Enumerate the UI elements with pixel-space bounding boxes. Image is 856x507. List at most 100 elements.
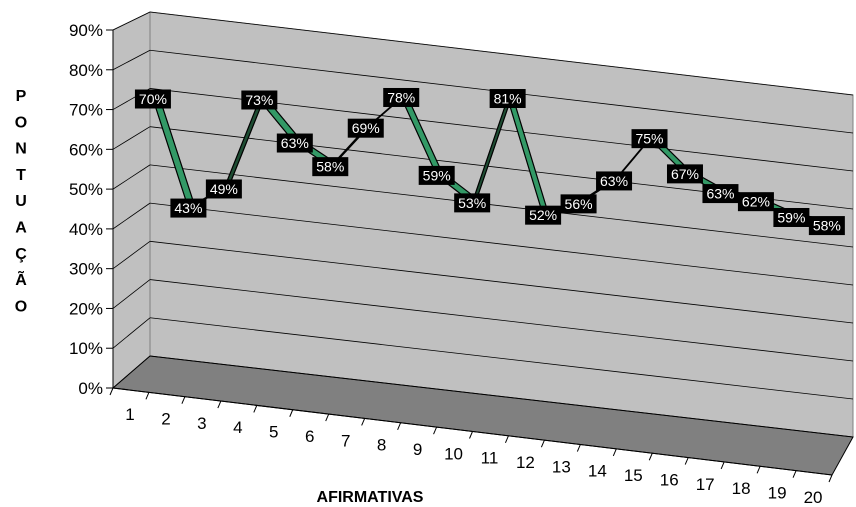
x-tick-label: 12 xyxy=(516,453,535,472)
x-tick-mark xyxy=(289,409,294,417)
gridline-back xyxy=(149,317,854,400)
x-tick-label: 2 xyxy=(161,410,170,429)
data-label-text: 62% xyxy=(742,194,770,210)
gridline-side xyxy=(112,11,151,31)
x-axis-title: AFIRMATIVAS xyxy=(317,489,424,506)
data-label-box xyxy=(596,171,633,191)
gridline-side xyxy=(112,279,151,309)
data-label-box xyxy=(702,184,739,204)
x-tick-label: 18 xyxy=(732,479,751,498)
x-tick-mark xyxy=(433,426,438,435)
y-tick-label: 10% xyxy=(69,339,103,358)
data-label: 78% xyxy=(383,87,420,107)
x-tick-mark xyxy=(684,457,689,465)
data-label-box xyxy=(134,89,171,109)
gridline-back xyxy=(149,164,854,248)
y-axis-title-letter: Ã xyxy=(15,269,27,289)
chart-walls xyxy=(111,11,854,476)
gridline-side xyxy=(112,164,151,190)
x-tick-mark xyxy=(720,461,725,470)
x-tick-label: 9 xyxy=(413,440,422,459)
data-label: 67% xyxy=(666,164,703,184)
x-tick-label: 17 xyxy=(696,475,715,494)
x-tick-mark xyxy=(576,444,581,452)
data-label: 43% xyxy=(170,198,207,218)
x-tick-mark xyxy=(397,422,402,430)
data-label: 58% xyxy=(312,157,349,177)
y-axis-title-letter: A xyxy=(15,220,27,237)
data-label: 56% xyxy=(560,194,597,214)
x-tick-mark xyxy=(540,440,545,448)
data-label-box xyxy=(383,87,420,107)
data-label: 75% xyxy=(631,129,668,149)
y-tick-label: 0% xyxy=(78,379,103,398)
x-axis-ticks: 1 2 3 4 5 6 7 8 9 10 11 12 13 14 15 16 17 18 19 20 xyxy=(109,387,833,507)
data-label-text: 70% xyxy=(139,91,167,107)
y-axis-title-letter: P xyxy=(16,88,27,105)
x-tick-mark xyxy=(145,392,150,400)
y-tick-label: 90% xyxy=(69,21,103,40)
data-label: 81% xyxy=(489,89,526,109)
x-tick-mark xyxy=(756,466,761,474)
data-label-text: 75% xyxy=(635,131,663,147)
data-label-box xyxy=(737,192,774,212)
x-tick-label: 15 xyxy=(624,466,643,485)
x-tick-mark xyxy=(181,396,186,404)
x-tick-mark xyxy=(325,413,330,422)
data-label: 59% xyxy=(773,207,810,227)
y-axis-title-letter: U xyxy=(15,193,27,210)
gridline-back xyxy=(149,202,854,286)
x-tick-mark xyxy=(361,418,366,426)
data-label-text: 43% xyxy=(174,200,202,216)
x-tick-mark xyxy=(109,387,114,396)
x-tick-label: 13 xyxy=(552,457,571,476)
data-label-text: 58% xyxy=(813,218,841,234)
y-axis-title-letter: O xyxy=(15,298,27,315)
x-tick-label: 5 xyxy=(269,423,278,442)
data-label-text: 58% xyxy=(316,159,344,175)
data-label-box xyxy=(560,194,597,214)
x-tick-mark xyxy=(648,453,653,461)
data-label-box xyxy=(631,129,668,149)
data-label-box xyxy=(489,89,526,109)
x-tick-mark xyxy=(469,431,473,439)
x-tick-label: 14 xyxy=(588,462,607,481)
y-axis-title-letter: N xyxy=(15,141,27,158)
data-label-text: 81% xyxy=(494,91,522,107)
y-axis-ticks: 0% 10% 20% 30% 40% 50% 60% 70% 80% 90% xyxy=(69,21,114,398)
gridline-back xyxy=(149,279,854,362)
data-label: 73% xyxy=(241,90,278,110)
y-tick-label: 60% xyxy=(69,140,103,159)
y-tick-label: 20% xyxy=(69,299,103,318)
data-label: 62% xyxy=(737,192,774,212)
x-tick-label: 19 xyxy=(768,483,787,502)
gridline-side xyxy=(112,317,151,349)
data-label: 63% xyxy=(702,184,739,204)
data-label-box xyxy=(276,133,313,153)
data-label-box xyxy=(773,207,810,227)
data-label-box xyxy=(454,193,491,213)
data-label-text: 56% xyxy=(565,196,593,212)
gridline-side xyxy=(112,202,151,230)
data-label: 49% xyxy=(205,179,242,199)
y-axis-title-letter: Ç xyxy=(15,246,27,263)
data-label-text: 49% xyxy=(210,181,238,197)
data-label-text: 59% xyxy=(777,209,805,225)
data-label-box xyxy=(525,205,562,225)
data-label: 70% xyxy=(134,89,171,109)
data-label: 58% xyxy=(808,216,845,236)
gridline-side xyxy=(112,241,151,269)
data-label-box xyxy=(205,179,242,199)
y-tick-label: 80% xyxy=(69,61,103,80)
x-tick-label: 6 xyxy=(305,427,314,446)
x-tick-mark xyxy=(612,448,617,457)
data-label: 69% xyxy=(347,118,384,138)
y-tick-label: 30% xyxy=(69,260,103,279)
data-label-text: 53% xyxy=(458,195,486,211)
gridline-side xyxy=(112,126,151,150)
data-label-box xyxy=(418,165,455,185)
y-tick-label: 40% xyxy=(69,220,103,239)
data-label-text: 63% xyxy=(600,173,628,189)
y-tick-label: 50% xyxy=(69,180,103,199)
data-label-box xyxy=(170,198,207,218)
